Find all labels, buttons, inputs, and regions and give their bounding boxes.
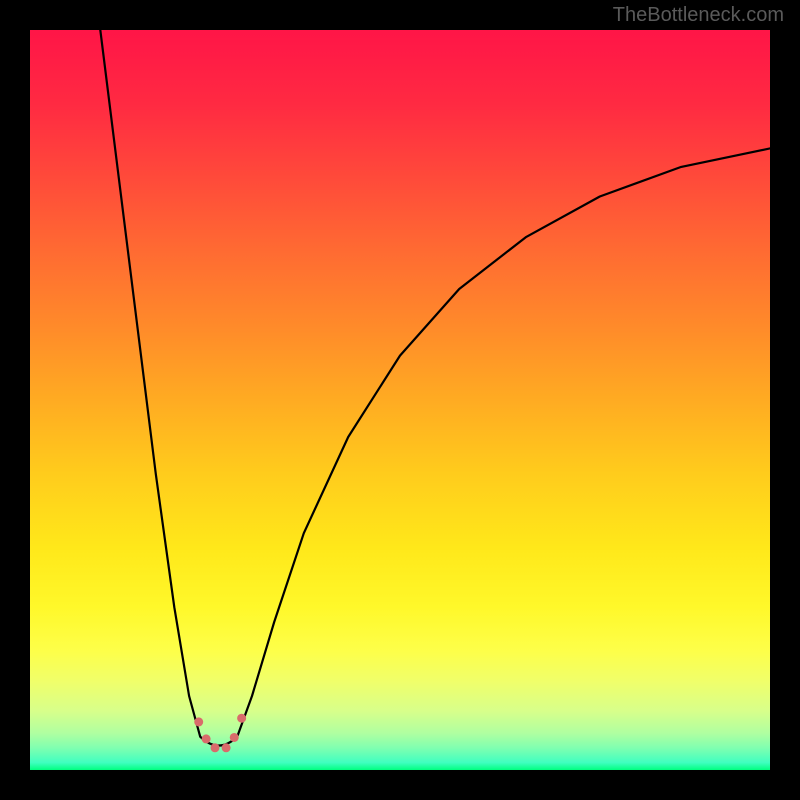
- frame-left: [0, 0, 30, 800]
- watermark-text: TheBottleneck.com: [613, 4, 784, 27]
- frame-right: [770, 0, 800, 800]
- background-gradient: [30, 30, 770, 770]
- frame-bottom: [0, 770, 800, 800]
- plot-area: [30, 30, 770, 770]
